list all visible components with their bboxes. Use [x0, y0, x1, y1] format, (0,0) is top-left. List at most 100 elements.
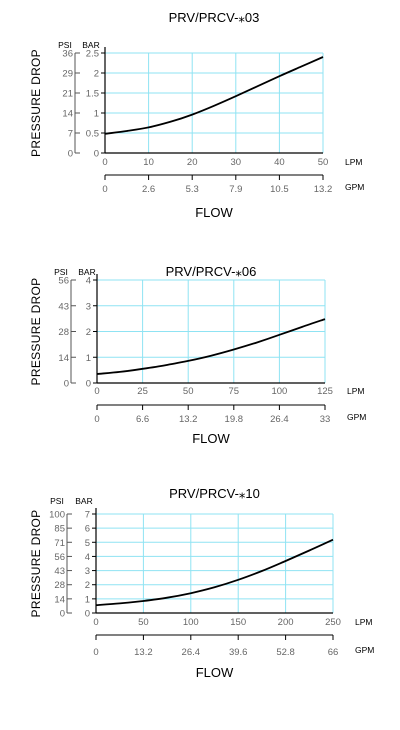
bar-tick-label: 3 [85, 566, 90, 577]
gpm-tick-label: 0 [102, 184, 107, 195]
lpm-tick-label: 20 [187, 157, 198, 168]
bar-tick-label: 3 [86, 301, 91, 312]
bar-tick-label: 4 [85, 552, 90, 563]
psi-unit-label: PSI [58, 40, 72, 50]
bar-tick-label: 1 [85, 594, 90, 605]
gpm-tick-label: 26.4 [182, 647, 201, 658]
x-axis-title: FLOW [196, 665, 234, 680]
pressure-drop-curve [104, 56, 324, 135]
chart-title: PRV/PRCV-⁎06 [166, 264, 257, 279]
psi-tick-label: 100 [49, 510, 65, 521]
psi-tick-label: 0 [68, 149, 73, 160]
y-axis-title: PRESSURE DROP [29, 278, 43, 386]
gpm-tick-label: 39.6 [229, 647, 248, 658]
bar-unit-label: BAR [82, 40, 99, 50]
gpm-tick-label: 6.6 [136, 414, 149, 425]
y-axis-title: PRESSURE DROP [29, 49, 43, 157]
gpm-tick-label: 13.2 [179, 414, 198, 425]
x-axis-title: FLOW [195, 205, 233, 220]
gpm-tick-label: 33 [320, 414, 331, 425]
psi-tick-label: 21 [62, 89, 73, 100]
psi-tick-label: 56 [58, 276, 69, 287]
bar-tick-label: 0 [85, 609, 90, 620]
bar-tick-label: 1 [94, 109, 99, 120]
gpm-tick-label: 10.5 [270, 184, 289, 195]
lpm-tick-label: 75 [229, 386, 240, 397]
lpm-tick-label: 25 [137, 386, 148, 397]
bar-tick-label: 0.5 [86, 129, 99, 140]
psi-tick-label: 0 [64, 379, 69, 390]
bar-unit-label: BAR [75, 496, 92, 506]
bar-tick-label: 2 [85, 580, 90, 591]
lpm-tick-label: 50 [183, 386, 194, 397]
y-axis-title: PRESSURE DROP [29, 510, 43, 618]
psi-tick-label: 7 [68, 129, 73, 140]
lpm-tick-label: 50 [318, 157, 329, 168]
bar-tick-label: 1.5 [86, 89, 99, 100]
lpm-tick-label: 10 [143, 157, 154, 168]
x-axis-title: FLOW [192, 431, 230, 446]
bar-tick-label: 2.5 [86, 49, 99, 60]
gpm-tick-label: 52.8 [276, 647, 295, 658]
lpm-tick-label: 30 [231, 157, 242, 168]
bar-tick-label: 0 [94, 149, 99, 160]
pressure-drop-curve [95, 538, 334, 607]
pressure-drop-curve [96, 318, 326, 375]
psi-tick-label: 85 [54, 524, 65, 535]
bar-tick-label: 1 [86, 353, 91, 364]
lpm-tick-label: 100 [183, 617, 199, 628]
psi-tick-label: 14 [58, 353, 69, 364]
psi-tick-label: 28 [58, 327, 69, 338]
psi-tick-label: 71 [54, 538, 65, 549]
lpm-tick-label: 125 [317, 386, 333, 397]
lpm-tick-label: 50 [138, 617, 149, 628]
bar-tick-label: 6 [85, 524, 90, 535]
lpm-unit-label: LPM [345, 157, 362, 167]
gpm-tick-label: 13.2 [134, 647, 153, 658]
psi-tick-label: 14 [54, 594, 65, 605]
lpm-tick-label: 0 [94, 386, 99, 397]
gpm-tick-label: 5.3 [186, 184, 199, 195]
psi-tick-label: 0 [60, 609, 65, 620]
gpm-tick-label: 19.8 [225, 414, 244, 425]
gpm-tick-label: 66 [328, 647, 339, 658]
psi-tick-label: 43 [54, 566, 65, 577]
lpm-tick-label: 40 [274, 157, 285, 168]
psi-tick-label: 28 [54, 580, 65, 591]
psi-tick-label: 56 [54, 552, 65, 563]
gpm-unit-label: GPM [355, 645, 374, 655]
chart-title: PRV/PRCV-⁎10 [169, 486, 260, 501]
psi-tick-label: 29 [62, 69, 73, 80]
psi-unit-label: PSI [50, 496, 64, 506]
lpm-tick-label: 200 [278, 617, 294, 628]
gpm-tick-label: 7.9 [229, 184, 242, 195]
chart-title: PRV/PRCV-⁎03 [169, 10, 260, 25]
gpm-tick-label: 0 [93, 647, 98, 658]
bar-tick-label: 7 [85, 510, 90, 521]
gpm-tick-label: 0 [94, 414, 99, 425]
lpm-unit-label: LPM [347, 386, 364, 396]
bar-unit-label: BAR [78, 267, 95, 277]
psi-tick-label: 43 [58, 301, 69, 312]
bar-tick-label: 2 [86, 327, 91, 338]
psi-tick-label: 36 [62, 49, 73, 60]
lpm-tick-label: 100 [271, 386, 287, 397]
bar-tick-label: 5 [85, 538, 90, 549]
lpm-tick-label: 250 [325, 617, 341, 628]
lpm-tick-label: 0 [102, 157, 107, 168]
bar-tick-label: 4 [86, 276, 91, 287]
lpm-tick-label: 0 [93, 617, 98, 628]
bar-tick-label: 0 [86, 379, 91, 390]
gpm-unit-label: GPM [345, 182, 364, 192]
psi-tick-label: 14 [62, 109, 73, 120]
bar-tick-label: 2 [94, 69, 99, 80]
gpm-tick-label: 26.4 [270, 414, 289, 425]
gpm-tick-label: 2.6 [142, 184, 155, 195]
psi-unit-label: PSI [54, 267, 68, 277]
gpm-tick-label: 13.2 [314, 184, 333, 195]
lpm-tick-label: 150 [230, 617, 246, 628]
